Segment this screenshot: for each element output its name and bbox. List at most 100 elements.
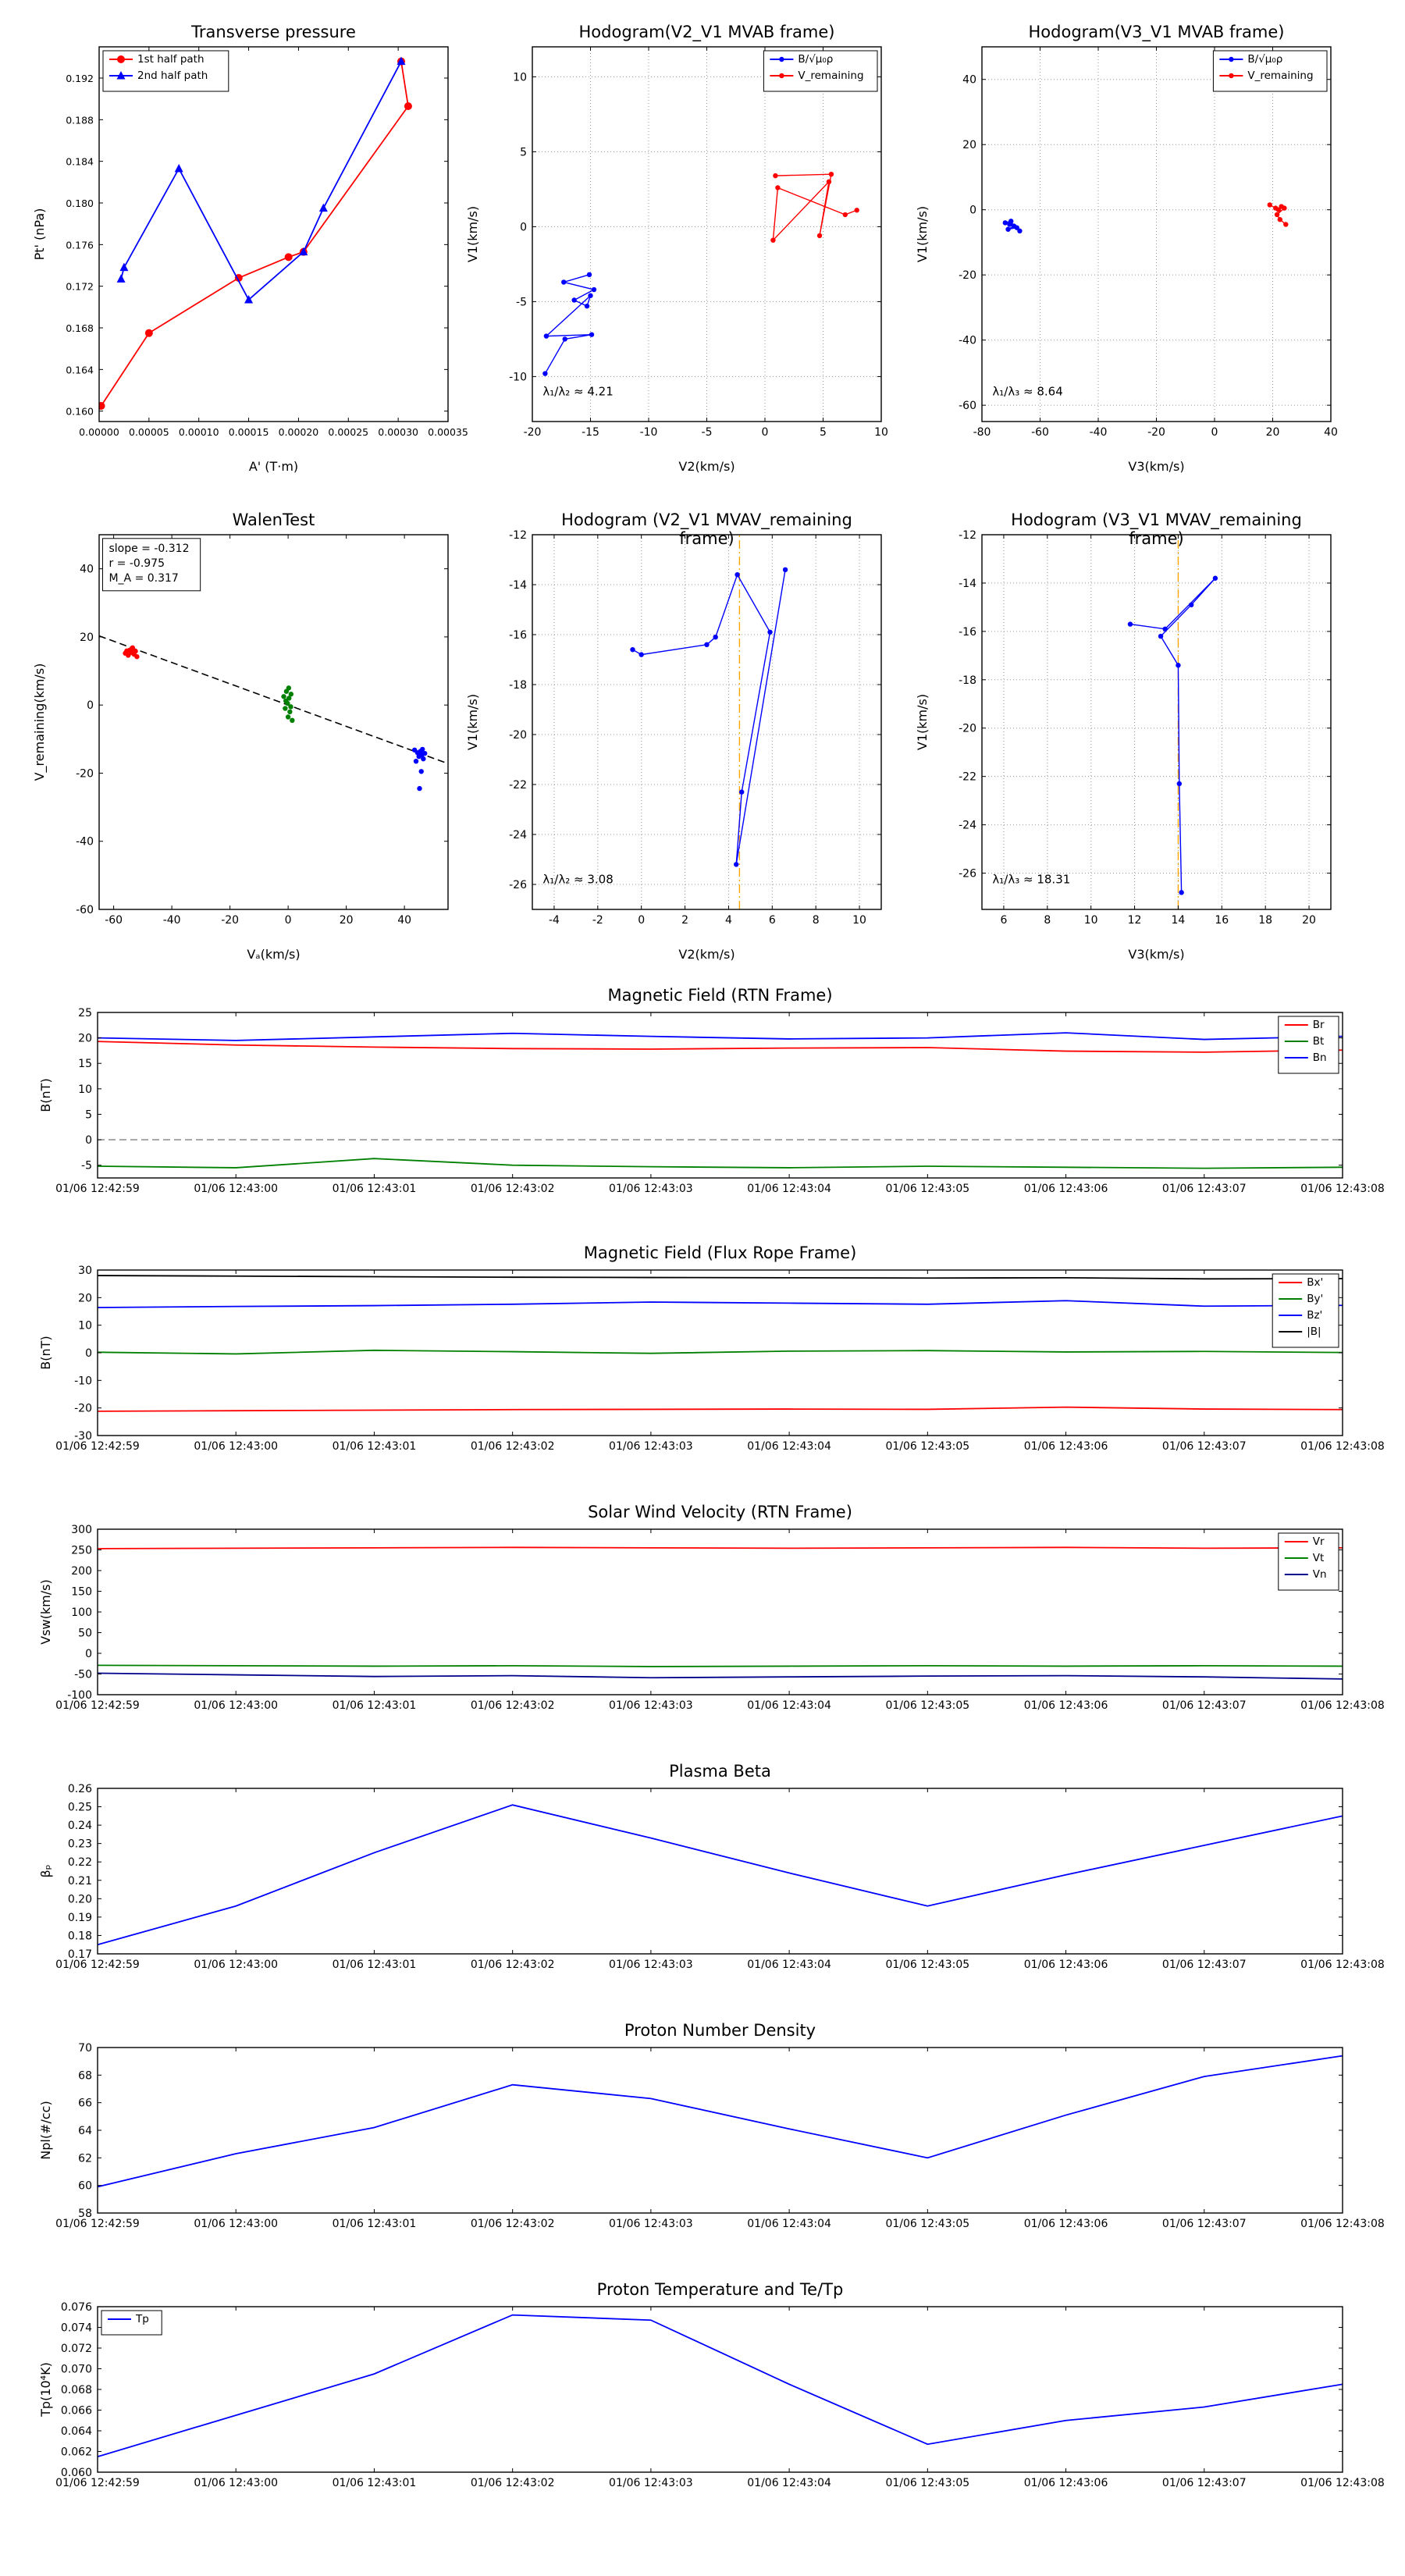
- svg-text:0.072: 0.072: [61, 2343, 92, 2355]
- svg-text:λ₁/λ₂ ≈ 4.21: λ₁/λ₂ ≈ 4.21: [542, 384, 613, 398]
- svg-text:200: 200: [71, 1565, 92, 1578]
- svg-text:-2: -2: [592, 914, 603, 927]
- svg-text:Vₐ(km/s): Vₐ(km/s): [247, 947, 300, 962]
- svg-text:12: 12: [1128, 914, 1142, 927]
- svg-text:-60: -60: [105, 914, 123, 927]
- svg-text:0.18: 0.18: [68, 1930, 92, 1942]
- svg-text:62: 62: [78, 2152, 92, 2165]
- svg-text:-26: -26: [509, 879, 527, 891]
- svg-text:-10: -10: [74, 1375, 92, 1387]
- svg-text:01/06 12:43:05: 01/06 12:43:05: [885, 1183, 969, 1195]
- svg-text:01/06 12:43:08: 01/06 12:43:08: [1300, 1959, 1385, 1971]
- svg-text:5: 5: [820, 426, 827, 439]
- svg-text:-10: -10: [640, 426, 658, 439]
- svg-text:-5: -5: [702, 426, 713, 439]
- svg-text:300: 300: [71, 1524, 92, 1536]
- svg-text:By': By': [1307, 1293, 1323, 1305]
- chart-title: Proton Temperature and Te/Tp: [596, 2280, 844, 2299]
- svg-text:slope = -0.312: slope = -0.312: [108, 543, 189, 555]
- svg-text:0.066: 0.066: [61, 2405, 92, 2418]
- svg-text:01/06 12:43:00: 01/06 12:43:00: [194, 1959, 278, 1971]
- svg-text:01/06 12:43:00: 01/06 12:43:00: [194, 1699, 278, 1712]
- solar-wind-velocity-chart: 01/06 12:42:59 01/06 12:43:00 01/06 12:43:…: [38, 1524, 1385, 1712]
- chart-title: Proton Number Density: [624, 2021, 816, 2040]
- svg-text:01/06 12:43:01: 01/06 12:43:01: [333, 1699, 417, 1712]
- magnetic-field-flux-rope-chart: 01/06 12:42:59 01/06 12:43:00 01/06 12:43:…: [38, 1265, 1385, 1453]
- svg-text:20: 20: [78, 1033, 92, 1045]
- svg-text:01/06 12:43:03: 01/06 12:43:03: [609, 1183, 693, 1195]
- svg-text:01/06 12:43:02: 01/06 12:43:02: [471, 1440, 555, 1453]
- svg-text:01/06 12:43:05: 01/06 12:43:05: [885, 1699, 969, 1712]
- panel-transverse-pressure: Transverse pressure 0.00000 0.00005 0.0001…: [25, 12, 474, 480]
- svg-text:V1(km/s): V1(km/s): [465, 206, 480, 262]
- svg-text:0.168: 0.168: [66, 322, 94, 334]
- svg-text:40: 40: [1324, 426, 1338, 439]
- svg-text:Bn: Bn: [1313, 1051, 1327, 1064]
- svg-text:0: 0: [85, 1347, 92, 1360]
- svg-text:6: 6: [769, 914, 776, 927]
- svg-text:20: 20: [1266, 426, 1280, 439]
- svg-text:01/06 12:43:02: 01/06 12:43:02: [471, 2218, 555, 2230]
- svg-text:-15: -15: [582, 426, 599, 439]
- svg-text:01/06 12:43:01: 01/06 12:43:01: [333, 2218, 417, 2230]
- svg-text:V3(km/s): V3(km/s): [1128, 459, 1184, 474]
- svg-text:0: 0: [762, 426, 769, 439]
- hodogram-v2v1-mvav-chart: -4 -2 0 2 4 6 8 10-26-24-22-20-18-16-14-12V2(km…: [465, 529, 882, 962]
- panel-plasma-beta: Plasma Beta 01/06 12:42:59 01/06 12:43:00…: [31, 1756, 1389, 1990]
- chart-title: Hodogram (V3_V1 MVAV_remaining frame): [1011, 511, 1302, 548]
- svg-text:20: 20: [340, 914, 354, 927]
- svg-text:100: 100: [71, 1606, 92, 1619]
- svg-text:Bx': Bx': [1307, 1276, 1323, 1289]
- svg-text:66: 66: [78, 2097, 92, 2110]
- svg-text:0.160: 0.160: [66, 406, 94, 418]
- svg-text:-20: -20: [959, 723, 976, 735]
- svg-text:Br: Br: [1313, 1019, 1325, 1031]
- svg-text:0.068: 0.068: [61, 2384, 92, 2396]
- svg-text:-16: -16: [959, 626, 976, 639]
- proton-temperature-chart: 01/06 12:42:59 01/06 12:43:00 01/06 12:43:…: [38, 2301, 1385, 2489]
- svg-text:01/06 12:43:04: 01/06 12:43:04: [747, 2477, 831, 2489]
- svg-text:01/06 12:43:07: 01/06 12:43:07: [1162, 2477, 1247, 2489]
- svg-text:M_A = 0.317: M_A = 0.317: [108, 572, 178, 585]
- svg-text:01/06 12:42:59: 01/06 12:42:59: [55, 2218, 140, 2230]
- svg-text:01/06 12:43:02: 01/06 12:43:02: [471, 1959, 555, 1971]
- svg-text:01/06 12:42:59: 01/06 12:42:59: [55, 1959, 140, 1971]
- svg-text:V_remaining(km/s): V_remaining(km/s): [32, 664, 48, 781]
- svg-text:01/06 12:43:07: 01/06 12:43:07: [1162, 1699, 1247, 1712]
- panel-hodogram-v3v1-mvab: Hodogram(V3_V1 MVAB frame) -80 -60 -40 -20 0…: [908, 12, 1357, 480]
- svg-text:-22: -22: [509, 779, 527, 792]
- hodogram-v3v1-mvab-chart: -80 -60 -40 -20 0 20 40 -60 -40 -20 0 20 40 V3(km/s) V…: [915, 46, 1338, 474]
- svg-text:-24: -24: [509, 829, 527, 841]
- svg-text:40: 40: [397, 914, 411, 927]
- svg-text:0.00015: 0.00015: [229, 426, 269, 438]
- svg-text:01/06 12:43:03: 01/06 12:43:03: [609, 1440, 693, 1453]
- svg-text:-100: -100: [67, 1689, 92, 1702]
- svg-text:-26: -26: [959, 868, 976, 881]
- svg-text:0.17: 0.17: [68, 1948, 92, 1961]
- svg-text:70: 70: [78, 2042, 92, 2055]
- chart-title: Hodogram(V2_V1 MVAB frame): [578, 23, 835, 41]
- svg-text:01/06 12:43:01: 01/06 12:43:01: [333, 1959, 417, 1971]
- svg-text:0.00000: 0.00000: [79, 426, 119, 438]
- svg-text:-20: -20: [1147, 426, 1165, 439]
- svg-text:01/06 12:43:05: 01/06 12:43:05: [885, 2218, 969, 2230]
- svg-text:68: 68: [78, 2069, 92, 2082]
- svg-text:10: 10: [78, 1083, 92, 1096]
- svg-text:-5: -5: [516, 296, 527, 308]
- svg-text:01/06 12:43:05: 01/06 12:43:05: [885, 2477, 969, 2489]
- svg-text:01/06 12:42:59: 01/06 12:42:59: [55, 1440, 140, 1453]
- panel-hodogram-v3v1-mvav: Hodogram (V3_V1 MVAV_remaining frame) 6 8…: [908, 500, 1357, 968]
- svg-text:01/06 12:43:07: 01/06 12:43:07: [1162, 2218, 1247, 2230]
- panel-walen-test: WalenTest -60 -40 -20 0 20 40 -60 -40 -20 0 20 40 Vₐ…: [25, 500, 474, 968]
- svg-text:60: 60: [78, 2180, 92, 2193]
- svg-text:01/06 12:43:06: 01/06 12:43:06: [1024, 1699, 1108, 1712]
- svg-text:250: 250: [71, 1545, 92, 1557]
- svg-text:V_remaining: V_remaining: [798, 69, 863, 82]
- svg-text:01/06 12:43:06: 01/06 12:43:06: [1024, 1959, 1108, 1971]
- svg-text:20: 20: [78, 1292, 92, 1304]
- svg-text:λ₁/λ₂ ≈ 3.08: λ₁/λ₂ ≈ 3.08: [542, 872, 613, 886]
- svg-text:-20: -20: [524, 426, 542, 439]
- svg-text:14: 14: [1172, 914, 1186, 927]
- svg-text:V3(km/s): V3(km/s): [1128, 947, 1184, 962]
